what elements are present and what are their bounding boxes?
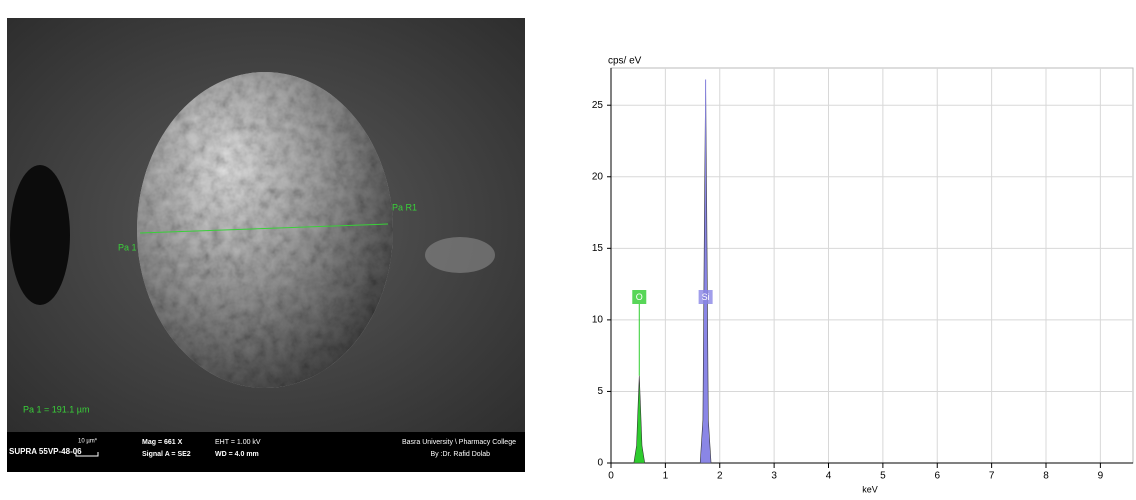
plot-area [611, 68, 1133, 463]
line-label: Pa 1 [118, 242, 137, 252]
x-tick-label: 7 [989, 471, 995, 482]
x-tick-label: 0 [608, 471, 614, 482]
author: By :Dr. Rafid Dolab [430, 451, 490, 458]
sem-debris [425, 237, 495, 273]
eds-chart: cps/ eV keV 0 5 10 15 20 25 0 1 2 3 4 5 6 7 8 9 O Si [592, 56, 1133, 495]
x-tick-label: 3 [771, 471, 777, 482]
y-tick-label: 5 [597, 386, 603, 397]
y-tick-label: 0 [597, 458, 603, 469]
y-tick-label: 10 [592, 315, 604, 326]
signal: Signal A = SE2 [142, 451, 191, 458]
y-axis-label: cps/ eV [608, 56, 642, 67]
y-tick-label: 25 [592, 100, 604, 111]
x-tick-label: 5 [880, 471, 886, 482]
peak-label: O [636, 292, 643, 302]
scale-bar-label: 10 µm* [78, 439, 98, 445]
x-tick-label: 6 [934, 471, 940, 482]
institution: Basra University \ Pharmacy College [402, 439, 516, 446]
y-tick-label: 15 [592, 243, 604, 254]
x-tick-label: 9 [1098, 471, 1104, 482]
instrument: SUPRA 55VP-48-06 [9, 447, 82, 456]
y-tick-label: 20 [592, 171, 604, 182]
page: Pa R1 Pa 1 Pa 1 = 191.1 µm SUPRA 55VP-48… [0, 0, 1136, 495]
line-label: Pa R1 [392, 202, 417, 212]
x-tick-label: 8 [1043, 471, 1049, 482]
sem-image: Pa R1 Pa 1 Pa 1 = 191.1 µm SUPRA 55VP-48… [7, 18, 525, 472]
x-tick-label: 1 [663, 471, 669, 482]
measurement: Pa 1 = 191.1 µm [23, 404, 89, 414]
x-tick-label: 4 [826, 471, 832, 482]
eht: EHT = 1.00 kV [215, 439, 261, 446]
x-axis-label: keV [862, 484, 878, 494]
wd: WD = 4.0 mm [215, 451, 259, 458]
peak-label: Si [702, 292, 710, 302]
sem-particle [137, 72, 393, 388]
magnification: Mag = 661 X [142, 439, 183, 446]
x-tick-label: 2 [717, 471, 723, 482]
sem-pit [10, 165, 70, 305]
